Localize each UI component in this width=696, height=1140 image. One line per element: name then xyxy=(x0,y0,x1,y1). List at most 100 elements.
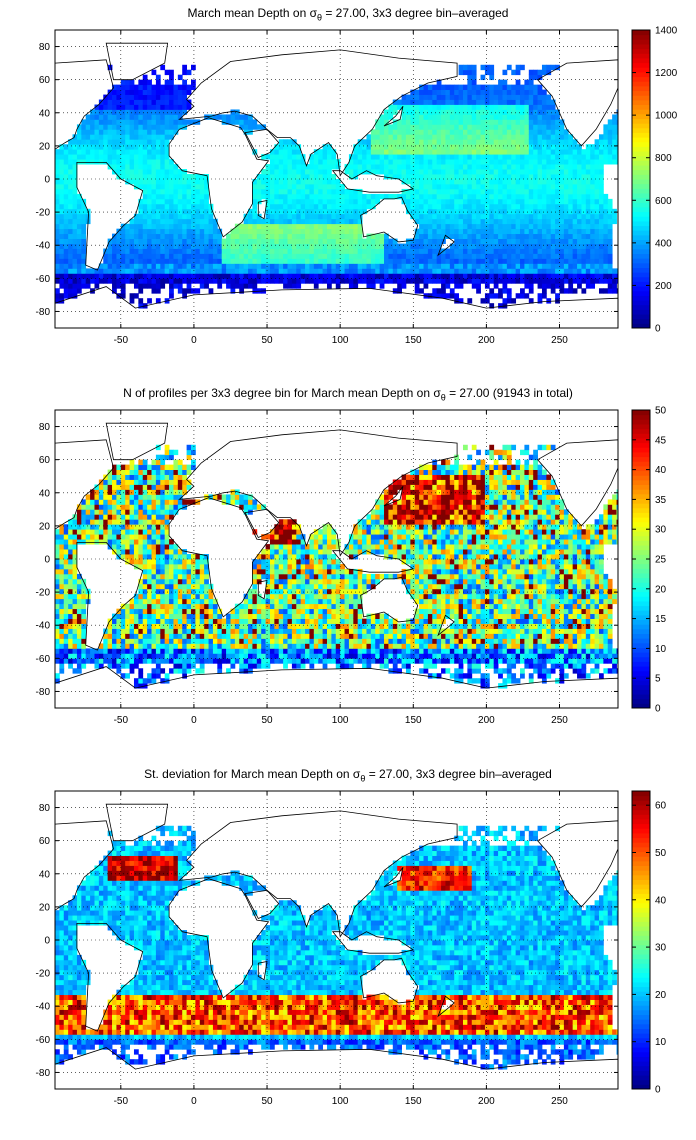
heatmap-cell xyxy=(142,678,148,684)
heatmap-cell xyxy=(432,288,438,294)
heatmap-cell xyxy=(234,114,240,120)
heatmap-cell xyxy=(90,149,95,155)
heatmap-cell xyxy=(441,293,446,299)
heatmap-cell xyxy=(164,109,170,115)
heatmap-cell xyxy=(555,208,560,215)
heatmap-cell xyxy=(186,283,192,289)
heatmap-cell xyxy=(269,223,275,230)
heatmap-cell xyxy=(594,258,600,264)
heatmap-cell xyxy=(318,203,324,210)
heatmap-cell xyxy=(436,154,442,160)
heatmap-cell xyxy=(340,213,345,220)
heatmap-cell xyxy=(432,258,438,264)
heatmap-cell xyxy=(480,104,486,110)
heatmap-cell xyxy=(392,278,398,284)
heatmap-cell xyxy=(616,159,618,165)
heatmap-cell xyxy=(493,273,499,279)
heatmap-cell xyxy=(147,258,152,264)
heatmap-cell xyxy=(410,139,416,145)
heatmap-cell xyxy=(142,578,148,585)
heatmap-cell xyxy=(133,598,139,605)
heatmap-cell xyxy=(160,119,166,125)
heatmap-cell xyxy=(59,183,65,190)
heatmap-cell xyxy=(129,109,135,115)
heatmap-cell xyxy=(550,124,556,130)
heatmap-cell xyxy=(151,469,157,475)
heatmap-cell xyxy=(353,164,359,170)
heatmap-cell xyxy=(63,179,69,185)
heatmap-cell xyxy=(392,129,398,135)
heatmap-cell xyxy=(322,149,328,155)
heatmap-cell xyxy=(55,638,60,644)
colorbar-segment xyxy=(632,53,650,59)
heatmap-cell xyxy=(537,174,543,180)
heatmap-cell xyxy=(112,539,117,545)
heatmap-cell xyxy=(506,198,512,205)
heatmap-cell xyxy=(489,174,495,180)
heatmap-cell xyxy=(72,658,78,664)
heatmap-cell xyxy=(173,193,179,200)
heatmap-cell xyxy=(164,174,170,180)
heatmap-cell xyxy=(498,263,503,269)
heatmap-cell xyxy=(147,613,152,619)
heatmap-cell xyxy=(160,474,166,480)
heatmap-cell xyxy=(511,119,517,125)
heatmap-cell xyxy=(129,174,135,180)
heatmap-cell xyxy=(340,198,345,205)
heatmap-cell xyxy=(230,288,236,294)
heatmap-cell xyxy=(335,268,341,274)
heatmap-cell xyxy=(590,193,596,200)
heatmap-cell xyxy=(72,253,78,259)
heatmap-cell xyxy=(243,119,249,125)
heatmap-cell xyxy=(151,288,157,294)
heatmap-cell xyxy=(458,169,464,175)
heatmap-cell xyxy=(107,109,113,115)
heatmap-cell xyxy=(309,223,315,230)
heatmap-cell xyxy=(68,263,73,269)
heatmap-cell xyxy=(480,144,486,150)
heatmap-cell xyxy=(129,494,135,500)
heatmap-cell xyxy=(471,208,477,215)
heatmap-cell xyxy=(212,238,218,244)
heatmap-cell xyxy=(498,203,503,210)
heatmap-cell xyxy=(528,104,534,110)
heatmap-cell xyxy=(142,109,148,115)
heatmap-cell xyxy=(160,263,166,269)
heatmap-cell xyxy=(138,183,144,190)
heatmap-cell xyxy=(138,489,144,495)
heatmap-cell xyxy=(155,114,161,120)
heatmap-cell xyxy=(397,263,402,269)
heatmap-cell xyxy=(125,104,130,110)
heatmap-cell xyxy=(68,258,73,264)
heatmap-cell xyxy=(72,643,78,649)
heatmap-cell xyxy=(331,273,337,279)
heatmap-cell xyxy=(533,139,538,145)
heatmap-cell xyxy=(76,243,82,249)
heatmap-cell xyxy=(555,203,560,210)
heatmap-cell xyxy=(256,174,262,180)
heatmap-cell xyxy=(182,208,188,215)
heatmap-cell xyxy=(186,288,192,294)
heatmap-cell xyxy=(335,278,341,284)
heatmap-cell xyxy=(112,499,117,505)
heatmap-cell xyxy=(300,253,306,259)
heatmap-cell xyxy=(112,258,117,264)
heatmap-cell xyxy=(164,243,170,249)
heatmap-cell xyxy=(55,174,60,180)
heatmap-cell xyxy=(155,504,161,510)
heatmap-cell xyxy=(116,519,122,525)
heatmap-cell xyxy=(436,134,442,140)
heatmap-cell xyxy=(133,524,139,530)
heatmap-cell xyxy=(133,489,139,495)
heatmap-cell xyxy=(129,139,135,145)
heatmap-cell xyxy=(572,268,578,274)
heatmap-cell xyxy=(502,69,508,76)
heatmap-cell xyxy=(55,603,60,610)
heatmap-cell xyxy=(322,248,328,254)
heatmap-cell xyxy=(195,263,201,269)
heatmap-cell xyxy=(471,179,477,185)
heatmap-cell xyxy=(68,663,73,669)
heatmap-cell xyxy=(269,233,275,239)
heatmap-cell xyxy=(107,94,113,100)
heatmap-cell xyxy=(155,663,161,669)
